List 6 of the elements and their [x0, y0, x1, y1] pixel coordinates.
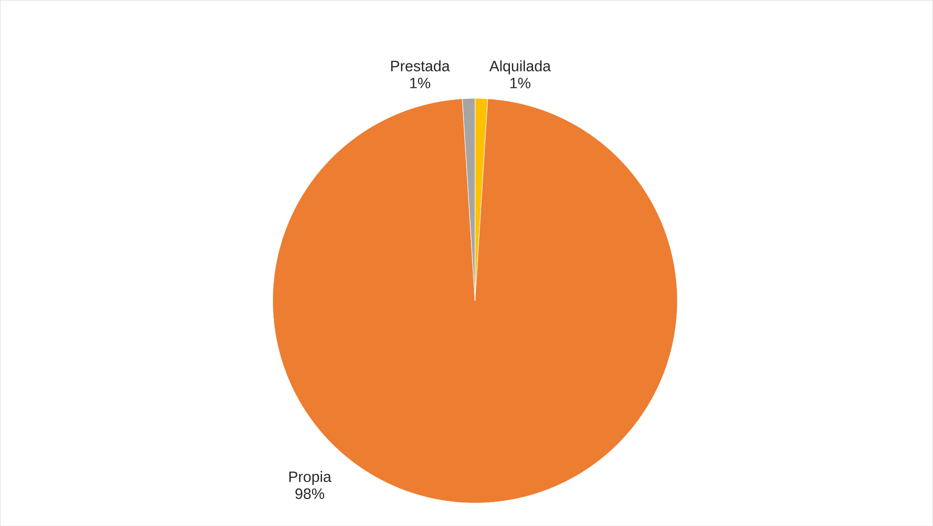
data-label: 1%	[510, 78, 530, 88]
data-label: 1%	[410, 78, 430, 88]
slice-label: Prestada	[391, 60, 450, 72]
slice-label: Alquilada	[489, 60, 551, 74]
slice-label: Propia	[289, 470, 332, 485]
data-label: 98%	[295, 488, 324, 499]
